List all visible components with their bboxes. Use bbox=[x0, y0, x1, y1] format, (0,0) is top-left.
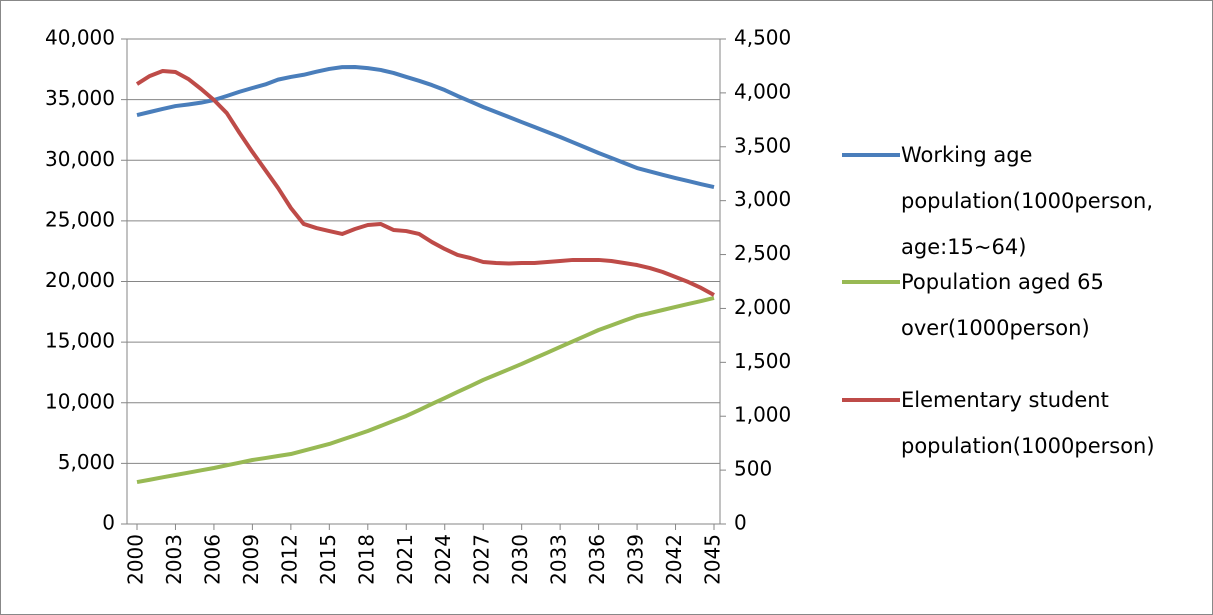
x-tick-label: 2036 bbox=[585, 534, 609, 585]
x-tick-label: 2045 bbox=[701, 534, 725, 585]
y-tick-label: 10,000 bbox=[45, 389, 115, 413]
x-tick-label: 2015 bbox=[316, 534, 340, 585]
y2-tick-label: 2,500 bbox=[734, 241, 791, 265]
x-tick-label: 2006 bbox=[200, 534, 224, 585]
x-tick-label: 2003 bbox=[162, 534, 186, 585]
y-tick-label: 5,000 bbox=[58, 450, 115, 474]
y2-tick-label: 1,000 bbox=[734, 403, 791, 427]
x-tick-label: 2018 bbox=[354, 534, 378, 585]
y2-tick-label: 4,000 bbox=[734, 79, 791, 103]
x-tick-label: 2012 bbox=[277, 534, 301, 585]
x-tick-label: 2000 bbox=[124, 534, 148, 585]
x-tick-label: 2039 bbox=[624, 534, 648, 585]
y2-tick-label: 500 bbox=[734, 457, 772, 481]
y-tick-label: 20,000 bbox=[45, 268, 115, 292]
y-tick-label: 25,000 bbox=[45, 207, 115, 231]
y2-tick-label: 3,000 bbox=[734, 187, 791, 211]
y-tick-label: 35,000 bbox=[45, 86, 115, 110]
legend-label: Population aged 65 over(1000person) bbox=[901, 270, 1104, 340]
legend-label: Elementary student population(1000person… bbox=[901, 388, 1155, 458]
x-tick-label: 2033 bbox=[547, 534, 571, 585]
x-tick-label: 2021 bbox=[393, 534, 417, 585]
series-line bbox=[136, 65, 715, 189]
y2-tick-label: 3,500 bbox=[734, 133, 791, 157]
y2-tick-label: 0 bbox=[734, 511, 747, 535]
legend-label: Working age population(1000person, age:1… bbox=[901, 143, 1154, 259]
y-tick-label: 15,000 bbox=[45, 329, 115, 353]
y-tick-label: 40,000 bbox=[45, 26, 115, 50]
y2-tick-label: 2,000 bbox=[734, 295, 791, 319]
x-tick-label: 2027 bbox=[470, 534, 494, 585]
x-tick-label: 2024 bbox=[431, 534, 455, 585]
y-tick-label: 0 bbox=[102, 511, 115, 535]
y2-tick-label: 1,500 bbox=[734, 349, 791, 373]
y-tick-label: 30,000 bbox=[45, 147, 115, 171]
x-tick-label: 2009 bbox=[239, 534, 263, 585]
x-tick-label: 2030 bbox=[508, 534, 532, 585]
x-tick-label: 2042 bbox=[662, 534, 686, 585]
series-line bbox=[135, 69, 715, 297]
series-line bbox=[136, 296, 715, 485]
y2-tick-label: 4,500 bbox=[734, 26, 791, 50]
